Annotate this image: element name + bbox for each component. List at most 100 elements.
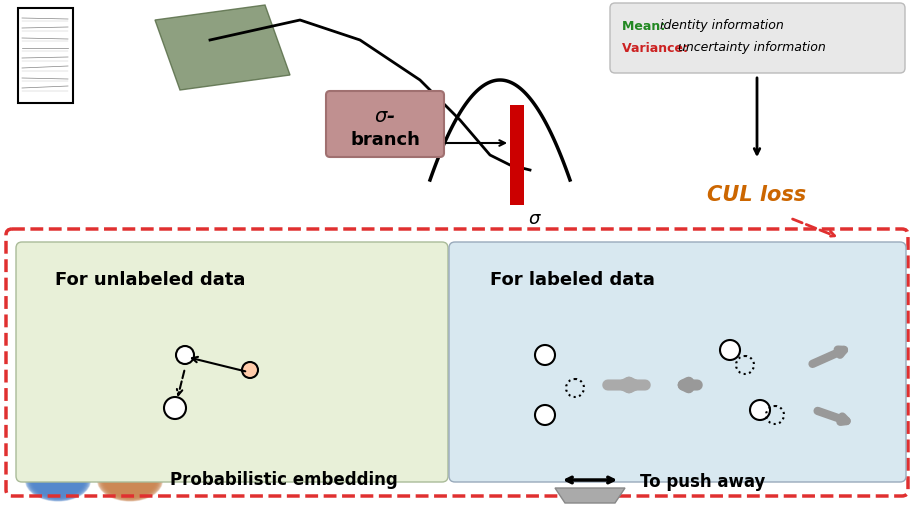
Ellipse shape (259, 367, 321, 414)
Ellipse shape (712, 342, 748, 368)
Ellipse shape (506, 344, 614, 425)
Ellipse shape (243, 355, 337, 425)
Ellipse shape (701, 334, 759, 375)
Ellipse shape (57, 479, 59, 480)
Ellipse shape (109, 467, 151, 493)
Ellipse shape (492, 334, 628, 436)
Ellipse shape (773, 360, 827, 400)
Ellipse shape (755, 347, 845, 413)
Ellipse shape (683, 322, 777, 388)
Ellipse shape (115, 470, 145, 490)
Ellipse shape (739, 400, 780, 430)
Ellipse shape (722, 387, 799, 444)
Ellipse shape (111, 468, 149, 492)
Ellipse shape (728, 354, 732, 356)
Ellipse shape (123, 475, 138, 485)
Ellipse shape (109, 466, 151, 494)
Ellipse shape (38, 467, 78, 493)
Ellipse shape (556, 382, 564, 388)
Ellipse shape (709, 340, 751, 370)
Ellipse shape (494, 336, 626, 434)
Ellipse shape (536, 367, 584, 403)
Ellipse shape (86, 338, 224, 433)
Ellipse shape (232, 346, 348, 434)
Ellipse shape (49, 474, 67, 486)
Ellipse shape (745, 404, 775, 426)
Ellipse shape (118, 472, 142, 488)
Ellipse shape (72, 327, 239, 443)
Ellipse shape (748, 342, 852, 418)
Ellipse shape (757, 349, 843, 411)
Ellipse shape (758, 414, 761, 416)
Ellipse shape (696, 331, 764, 379)
Ellipse shape (105, 464, 155, 496)
Ellipse shape (484, 328, 636, 442)
Ellipse shape (26, 459, 91, 501)
Ellipse shape (62, 321, 248, 449)
Ellipse shape (793, 375, 807, 385)
Ellipse shape (121, 474, 139, 486)
Ellipse shape (41, 469, 75, 491)
Ellipse shape (91, 341, 218, 429)
Ellipse shape (738, 399, 782, 432)
Ellipse shape (725, 352, 734, 358)
Circle shape (242, 362, 258, 378)
Ellipse shape (548, 376, 572, 394)
Ellipse shape (540, 370, 580, 400)
Ellipse shape (550, 377, 570, 392)
Ellipse shape (751, 408, 769, 421)
Ellipse shape (42, 470, 73, 490)
Ellipse shape (498, 339, 622, 432)
Ellipse shape (94, 343, 217, 428)
Ellipse shape (240, 352, 341, 428)
Ellipse shape (36, 466, 80, 494)
Ellipse shape (546, 374, 574, 396)
Text: branch: branch (350, 131, 420, 149)
Text: For labeled data: For labeled data (490, 271, 655, 289)
Ellipse shape (127, 478, 133, 482)
Ellipse shape (759, 350, 841, 410)
Ellipse shape (116, 358, 195, 412)
Ellipse shape (60, 319, 251, 451)
Ellipse shape (252, 361, 329, 419)
Ellipse shape (500, 340, 620, 430)
Ellipse shape (709, 376, 812, 453)
FancyBboxPatch shape (18, 8, 73, 103)
Text: Variance:: Variance: (622, 41, 692, 54)
Ellipse shape (736, 398, 784, 433)
Polygon shape (155, 5, 290, 90)
Ellipse shape (554, 381, 566, 389)
FancyBboxPatch shape (610, 3, 905, 73)
Ellipse shape (706, 338, 755, 372)
Ellipse shape (791, 374, 808, 386)
Ellipse shape (723, 388, 797, 443)
Ellipse shape (685, 323, 775, 387)
Ellipse shape (774, 361, 826, 399)
Ellipse shape (744, 403, 777, 427)
Ellipse shape (56, 479, 60, 481)
Ellipse shape (766, 355, 834, 405)
Ellipse shape (722, 349, 738, 361)
Ellipse shape (756, 348, 844, 412)
Ellipse shape (278, 381, 302, 399)
Ellipse shape (785, 369, 815, 391)
Polygon shape (555, 488, 625, 503)
Ellipse shape (775, 362, 824, 398)
Ellipse shape (708, 339, 753, 371)
Ellipse shape (797, 378, 802, 382)
Ellipse shape (32, 463, 84, 497)
Ellipse shape (682, 321, 778, 389)
Ellipse shape (104, 349, 207, 421)
Ellipse shape (27, 460, 90, 500)
Ellipse shape (106, 464, 154, 496)
Ellipse shape (748, 406, 772, 424)
Ellipse shape (113, 469, 147, 491)
Ellipse shape (544, 373, 576, 397)
Ellipse shape (151, 382, 160, 388)
Circle shape (535, 405, 555, 425)
FancyBboxPatch shape (16, 242, 448, 482)
Ellipse shape (126, 477, 134, 483)
Ellipse shape (129, 479, 130, 480)
Ellipse shape (285, 386, 296, 394)
Ellipse shape (54, 477, 62, 483)
